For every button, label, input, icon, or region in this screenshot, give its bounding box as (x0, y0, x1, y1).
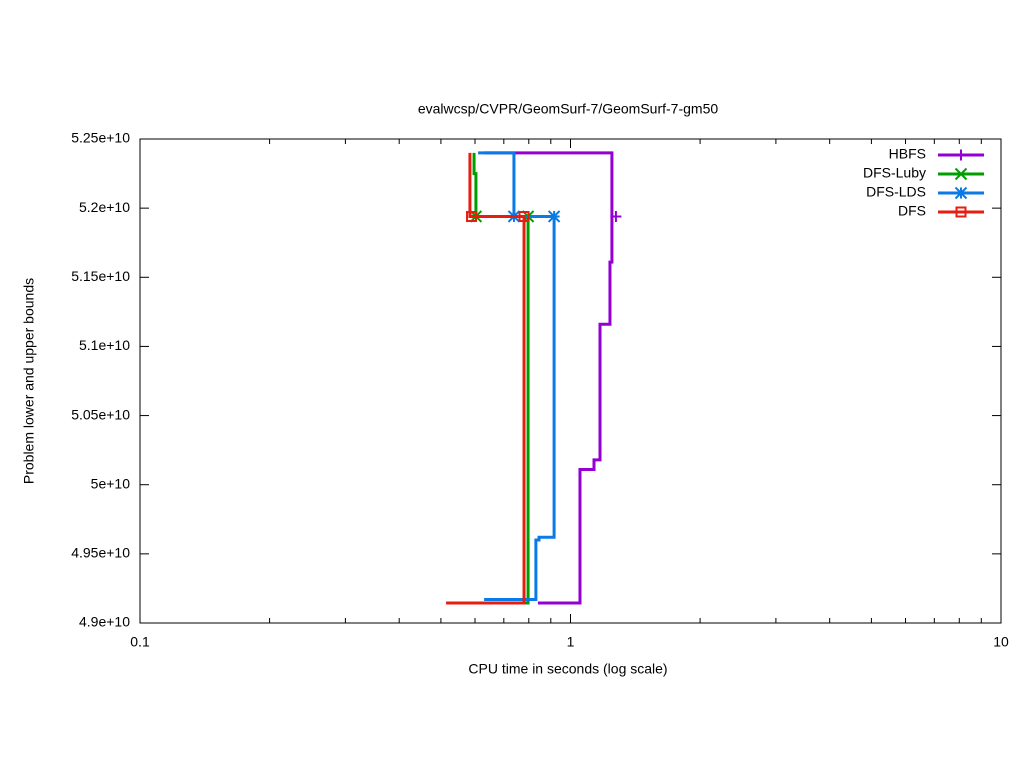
marker (610, 210, 622, 222)
legend-marker (955, 206, 967, 218)
marker (466, 210, 478, 222)
x-axis-label: CPU time in seconds (log scale) (468, 661, 667, 677)
series-line (478, 151, 556, 601)
legend-label: DFS-LDS (866, 184, 926, 200)
marker (518, 210, 530, 222)
y-tick-label: 4.9e+10 (79, 614, 130, 630)
x-tick-label: 1 (567, 634, 575, 650)
legend-marker (955, 149, 967, 161)
legend-marker (954, 186, 968, 200)
legend-marker (954, 167, 968, 181)
marker (547, 210, 561, 223)
y-axis-label: Problem lower and upper bounds (21, 278, 37, 484)
y-tick-label: 5e+10 (91, 475, 131, 491)
series-line (446, 152, 526, 605)
y-tick-label: 5.05e+10 (71, 406, 130, 422)
legend-label: DFS (898, 203, 926, 219)
y-tick-label: 5.25e+10 (71, 130, 130, 146)
series-line (484, 151, 614, 605)
y-tick-label: 5.1e+10 (79, 337, 130, 353)
y-tick-label: 4.95e+10 (71, 545, 130, 561)
chart-title: evalwcsp/CVPR/GeomSurf-7/GeomSurf-7-gm50 (418, 101, 719, 117)
legend-label: DFS-Luby (863, 165, 926, 181)
y-tick-label: 5.15e+10 (71, 268, 130, 284)
legend-label: HBFS (889, 146, 926, 162)
x-tick-label: 10 (993, 634, 1009, 650)
x-tick-label: 0.1 (130, 634, 150, 650)
y-tick-label: 5.2e+10 (79, 199, 130, 215)
